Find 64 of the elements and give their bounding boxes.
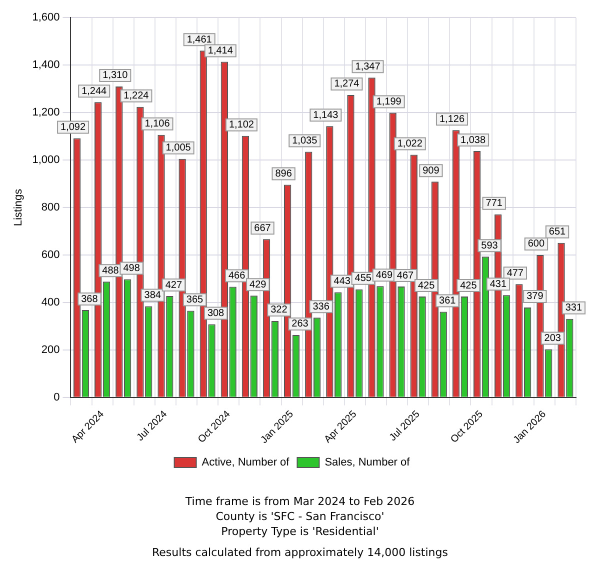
data-label: 336 [312, 301, 330, 312]
data-label: 651 [548, 226, 566, 238]
data-label: 467 [396, 270, 414, 282]
y-tick-label: 400 [41, 296, 60, 308]
data-label: 498 [123, 262, 140, 274]
y-tick-label: 800 [41, 202, 60, 214]
data-label: 469 [376, 270, 393, 281]
data-label: 1,199 [376, 96, 402, 108]
data-label: 425 [418, 280, 436, 292]
y-tick-label: 1,200 [32, 106, 60, 119]
data-label: 425 [460, 280, 478, 292]
data-label: 1,347 [355, 61, 381, 72]
data-label: 1,092 [60, 122, 86, 133]
data-label: 488 [102, 265, 120, 276]
data-label: 1,244 [82, 86, 108, 97]
data-label: 1,461 [186, 34, 212, 46]
data-label: 667 [254, 222, 272, 234]
y-tick-label: 1,600 [32, 12, 60, 24]
data-label: 308 [207, 308, 225, 320]
text: County is 'SFC - San Francisco' [214, 509, 386, 524]
data-label: 429 [250, 279, 267, 290]
data-label: 1,414 [208, 46, 234, 57]
data-label: 203 [544, 332, 562, 344]
data-label: 1,274 [334, 78, 360, 90]
y-tick-label: 1,000 [32, 154, 60, 166]
legend-label: Sales, Number of [324, 456, 411, 469]
data-label: 1,035 [292, 135, 318, 146]
data-label: 600 [528, 238, 545, 250]
data-label: 1,005 [166, 142, 192, 154]
y-tick-label: 200 [41, 344, 60, 356]
data-label: 427 [165, 280, 182, 291]
data-label: 431 [490, 278, 507, 290]
data-label: 1,038 [460, 134, 486, 146]
y-axis-title: Listings [12, 188, 25, 226]
data-label: 771 [486, 198, 503, 210]
data-label: 1,022 [397, 138, 423, 150]
data-label: 896 [275, 168, 292, 180]
data-label: 909 [422, 165, 440, 176]
text: Time frame is from Mar 2024 to Feb 2026 [184, 494, 416, 509]
data-label: 263 [292, 318, 309, 330]
data-label: 1,102 [228, 120, 254, 131]
data-label: 361 [439, 295, 456, 306]
data-label: 443 [334, 276, 351, 288]
data-label: 1,310 [102, 70, 128, 82]
text: Results calculated from approximately 14,000 listings [151, 545, 449, 560]
data-label: 466 [228, 270, 246, 282]
data-label: 455 [354, 273, 372, 284]
y-tick-label: 0 [54, 391, 60, 404]
data-label: 1,224 [124, 90, 150, 102]
data-label: 477 [506, 268, 524, 279]
legend-label: Active, Number of [202, 456, 290, 469]
data-label: 368 [81, 294, 98, 305]
data-label: 1,143 [313, 110, 339, 121]
data-label: 1,126 [439, 114, 465, 125]
data-label: 593 [481, 240, 498, 252]
y-tick-label: 600 [41, 249, 60, 262]
y-tick-label: 1,400 [32, 59, 60, 72]
data-label: 379 [526, 291, 544, 302]
data-label: 365 [186, 294, 204, 306]
data-label: 322 [270, 304, 288, 316]
data-label: 1,106 [144, 118, 170, 130]
data-label: 384 [144, 290, 162, 302]
text: Property Type is 'Residential' [220, 524, 380, 539]
data-label: 331 [565, 302, 582, 314]
